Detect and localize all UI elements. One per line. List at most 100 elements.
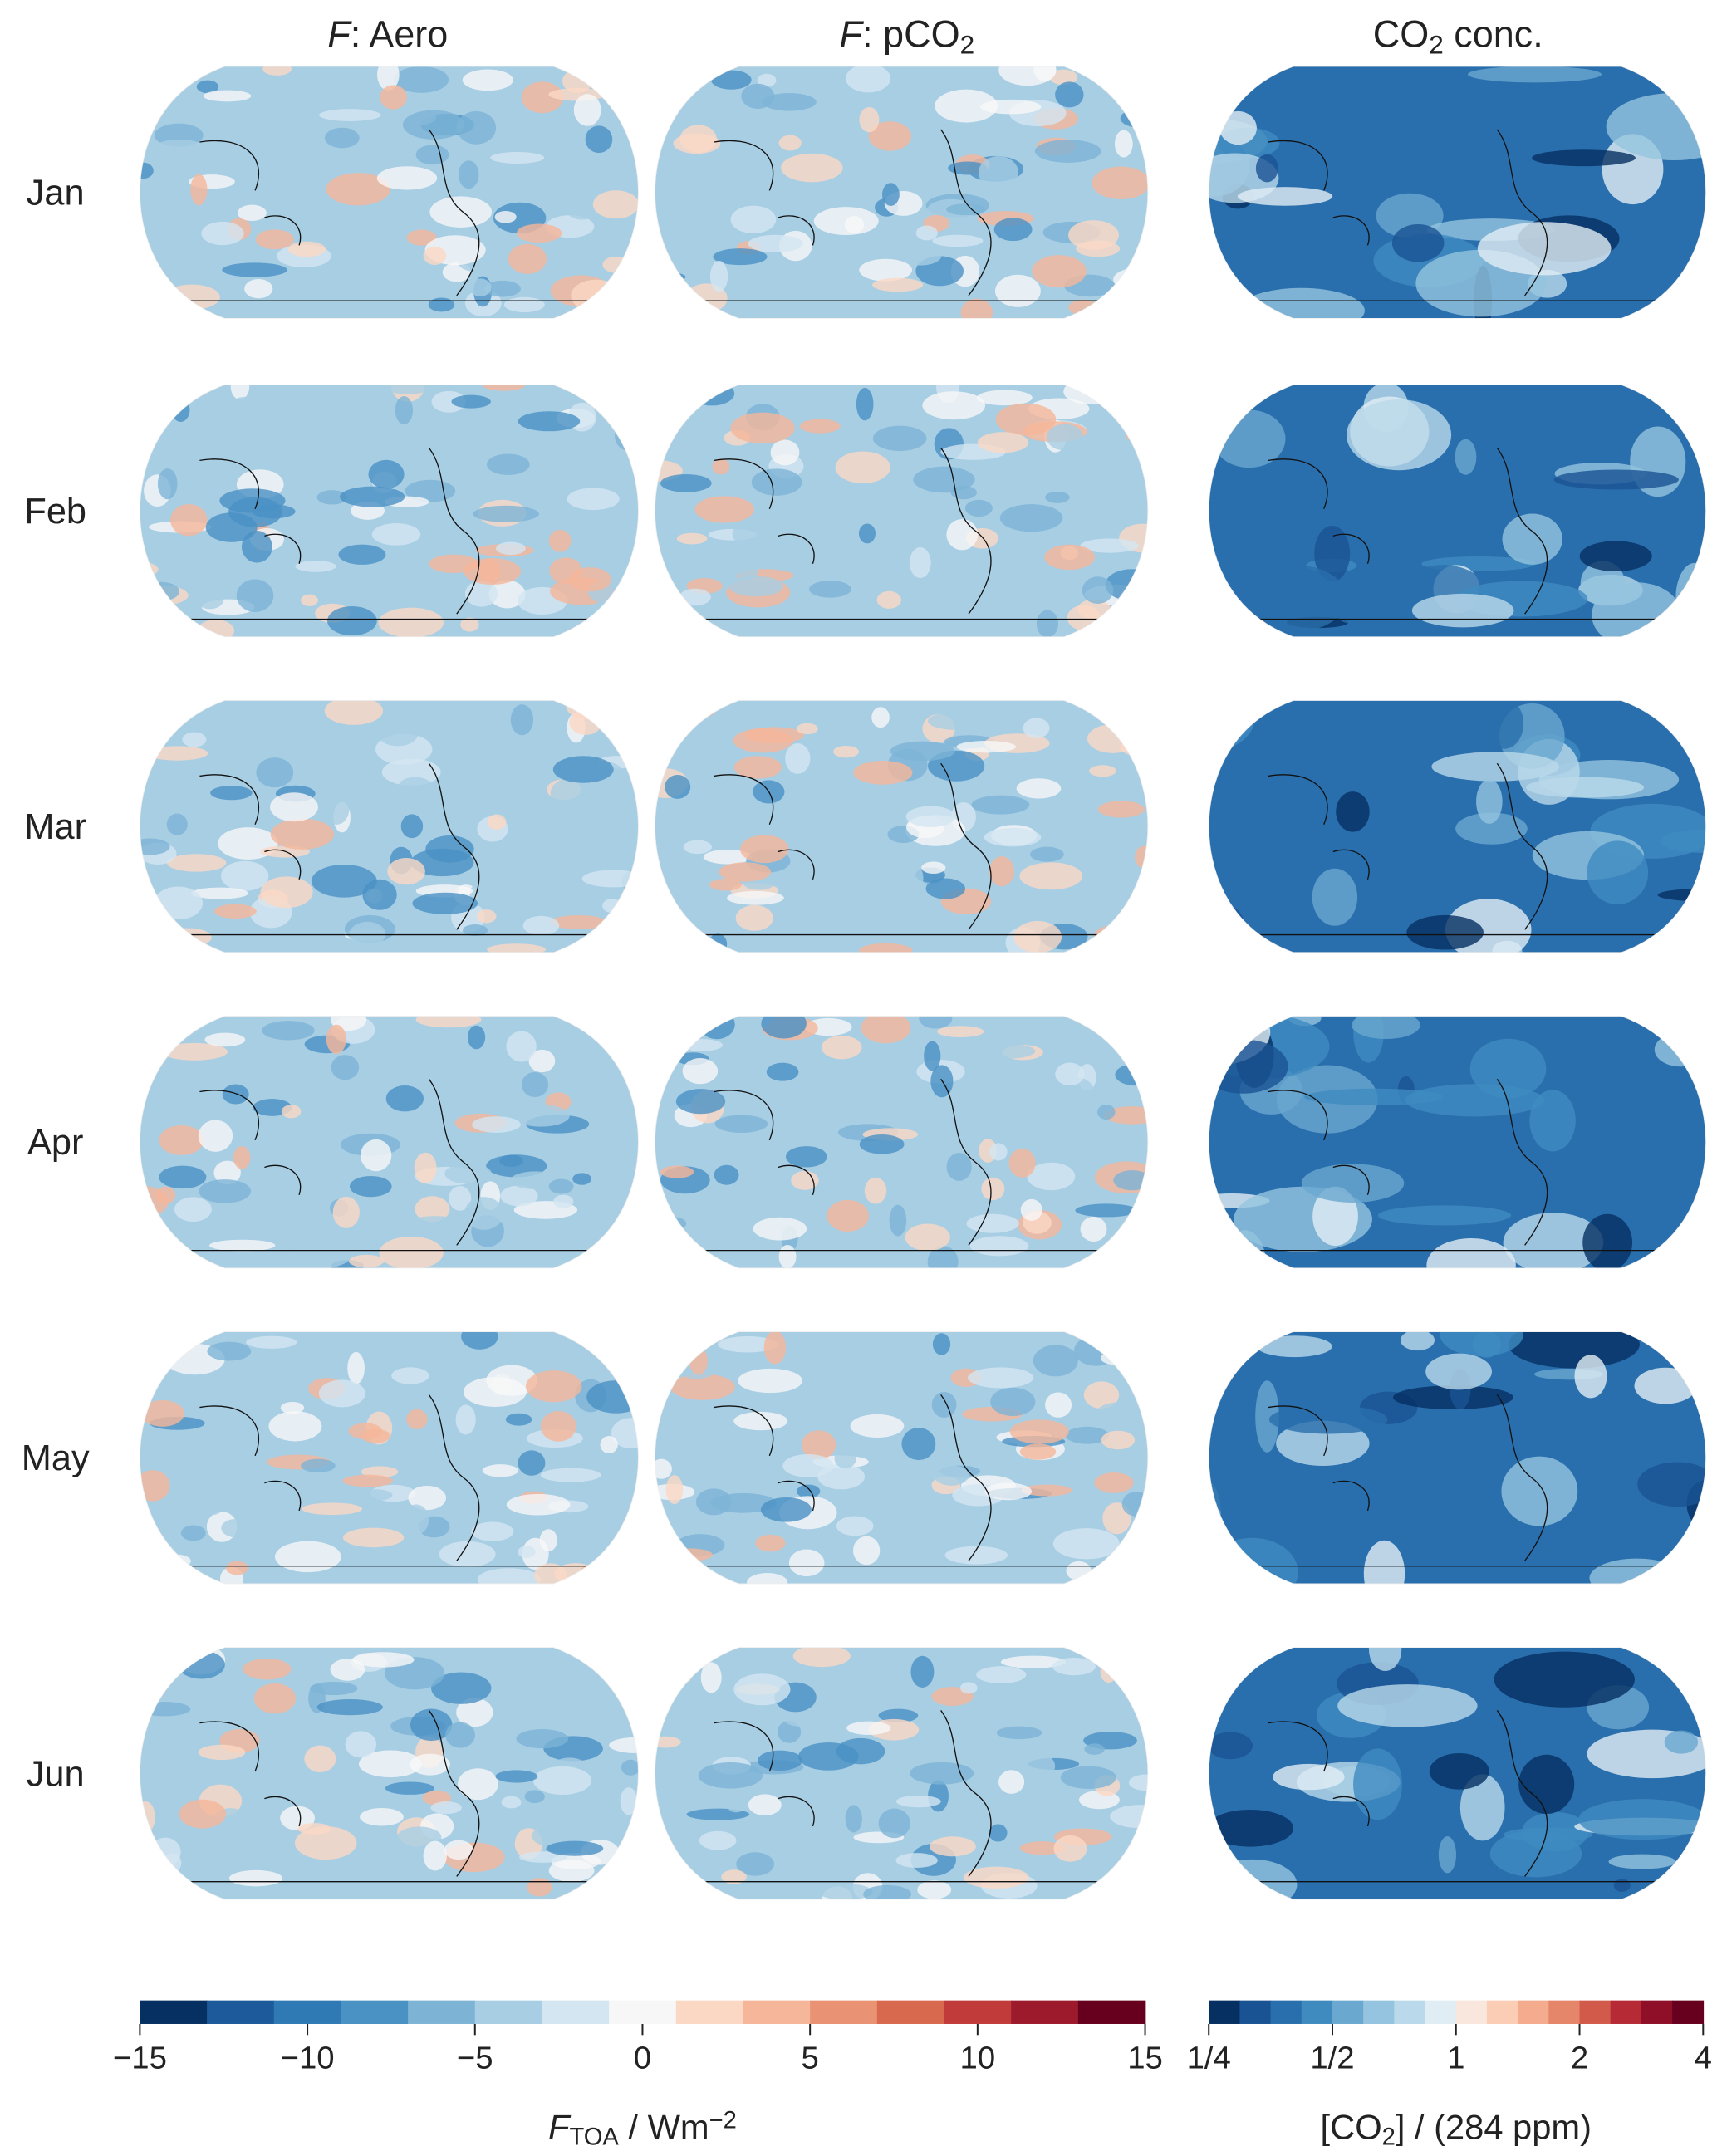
- map-blob: [1477, 222, 1612, 276]
- map: [140, 1647, 639, 1899]
- map-blob: [924, 1041, 941, 1071]
- map-blob: [601, 1333, 639, 1350]
- map-blob: [387, 858, 425, 885]
- map-blob: [927, 712, 984, 730]
- map-blob: [858, 943, 913, 953]
- map-blob: [786, 791, 810, 821]
- map-blob: [718, 1335, 778, 1353]
- map-blob: [655, 271, 686, 283]
- map-blob: [342, 1474, 394, 1487]
- map-blob: [858, 523, 876, 544]
- map-blob: [428, 297, 455, 312]
- map-blob: [140, 585, 189, 606]
- coastline: [189, 1710, 589, 1883]
- map-blob: [1084, 1743, 1105, 1755]
- map-blob: [1033, 1345, 1078, 1377]
- map-blob: [512, 1105, 570, 1127]
- map-blob: [1336, 791, 1370, 832]
- map-blob: [291, 1238, 353, 1268]
- coastline: [189, 1394, 589, 1567]
- coastline: [704, 762, 1099, 936]
- map-blob: [714, 1115, 768, 1134]
- map-blob: [464, 558, 522, 586]
- map-blob: [527, 1878, 552, 1897]
- colorbar-segment: [876, 2000, 945, 2024]
- colorbar-segment: [1270, 2000, 1302, 2024]
- map-blob: [423, 246, 447, 265]
- map-blob: [1582, 1213, 1633, 1268]
- text-part: conc.: [1444, 13, 1543, 56]
- map-blob: [785, 1715, 845, 1728]
- map: [655, 385, 1148, 637]
- map-blob: [1592, 582, 1682, 637]
- map-blob: [1013, 920, 1062, 953]
- map-blob: [487, 814, 507, 831]
- map-blob: [228, 497, 282, 527]
- map-blob: [1484, 700, 1524, 749]
- map-blob: [222, 262, 287, 277]
- map-blob: [736, 1852, 775, 1876]
- map-blob: [230, 385, 250, 400]
- map-blob: [980, 99, 1042, 115]
- map-outline: [655, 1647, 1149, 1900]
- map-blob: [1046, 424, 1084, 451]
- map-blob: [164, 928, 212, 947]
- map-blob: [244, 278, 273, 299]
- map-blob: [501, 1796, 522, 1809]
- map-blob: [326, 1024, 346, 1055]
- coastline: [189, 1078, 589, 1252]
- map-blob: [140, 1868, 180, 1892]
- map-blob: [781, 153, 843, 183]
- map-outline: [655, 384, 1149, 638]
- map-blob: [872, 277, 924, 292]
- map-blob: [571, 279, 622, 312]
- text-part: : pCO: [862, 13, 960, 56]
- map: [655, 700, 1148, 953]
- map: [140, 385, 639, 637]
- map-blob: [1501, 1456, 1578, 1526]
- text-part: : Aero: [351, 13, 449, 56]
- map-blob: [751, 468, 802, 496]
- map-blob: [1664, 1730, 1699, 1754]
- map-blob: [910, 1762, 974, 1785]
- map: [1209, 66, 1706, 319]
- map-blob: [170, 503, 208, 537]
- coastline: [189, 762, 589, 936]
- map-blob: [703, 850, 753, 865]
- map-blob: [140, 1701, 191, 1717]
- map-blob: [871, 707, 890, 728]
- map-blob: [1400, 1331, 1435, 1351]
- map-blob: [1090, 1249, 1143, 1268]
- map-blob: [733, 728, 793, 753]
- map-blob: [976, 1666, 1027, 1683]
- map-blob: [490, 151, 545, 164]
- colorbar-tick-label: 1/2: [1310, 2040, 1354, 2075]
- map-blob: [431, 1672, 492, 1704]
- map-blob: [1128, 1774, 1148, 1791]
- row-label: Jan: [27, 174, 85, 213]
- colorbar-segment: [1518, 2000, 1550, 2024]
- map-blob: [808, 581, 851, 598]
- map-blob: [319, 109, 381, 121]
- colorbar-segment: [542, 2000, 610, 2024]
- map-blob: [996, 1726, 1042, 1740]
- map-blob: [689, 385, 735, 406]
- map-blob: [1431, 752, 1559, 782]
- map-blob: [199, 1179, 252, 1203]
- map-blob: [181, 472, 223, 500]
- map-blob: [362, 879, 397, 910]
- colorbar-segment: [1548, 2000, 1581, 2024]
- map-blob: [1055, 81, 1084, 108]
- colorbar-segment: [1610, 2000, 1642, 2024]
- map-blob: [255, 229, 294, 250]
- map-blob: [735, 904, 773, 931]
- map-blob: [222, 1084, 249, 1105]
- map-blob: [1060, 1766, 1116, 1790]
- map-blob: [984, 1482, 1033, 1501]
- map-blob: [1052, 1657, 1096, 1676]
- map-blob: [157, 468, 178, 500]
- map-blob: [1587, 840, 1649, 904]
- map-blob: [534, 1563, 567, 1584]
- map-blob: [778, 135, 802, 151]
